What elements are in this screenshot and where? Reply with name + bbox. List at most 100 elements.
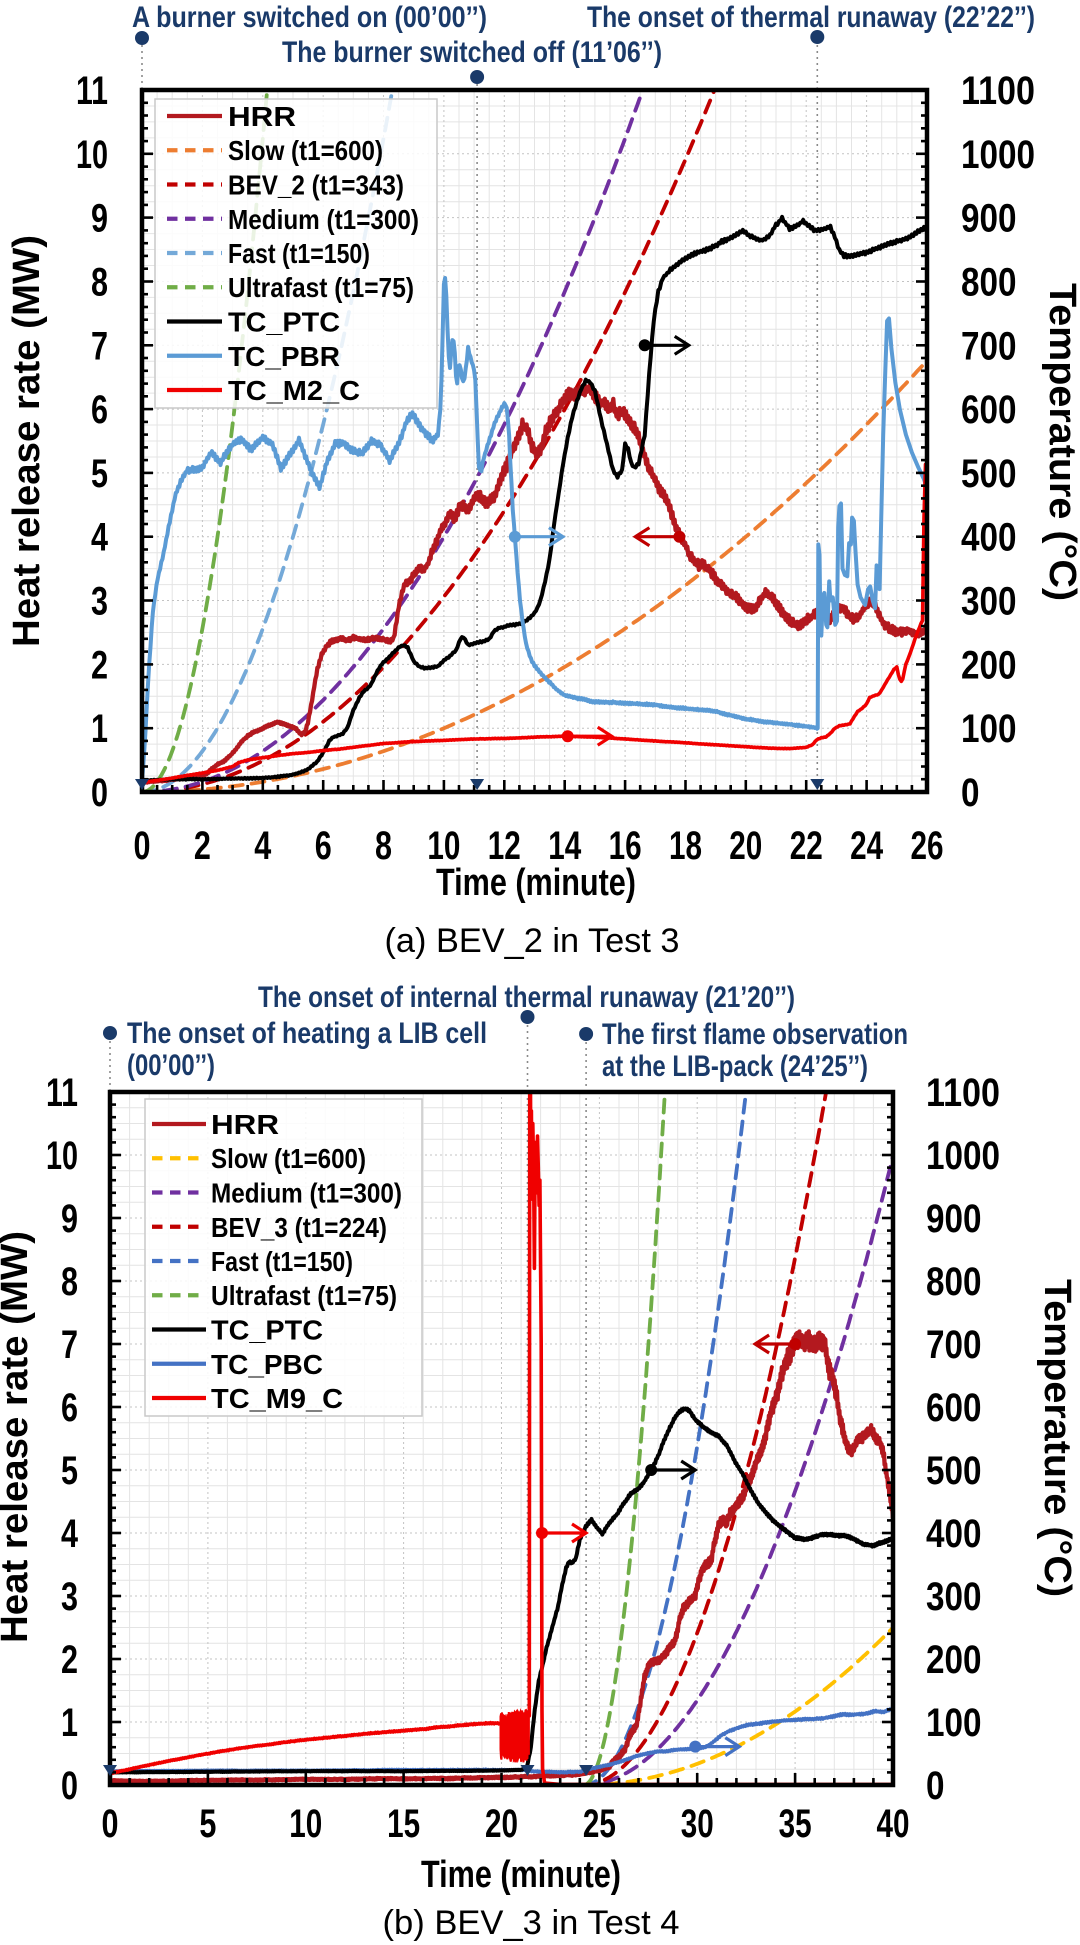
svg-text:at the LIB-pack (24’25’’): at the LIB-pack (24’25’’) xyxy=(602,1050,868,1083)
svg-text:0: 0 xyxy=(61,1764,78,1808)
svg-text:TC_M9_C: TC_M9_C xyxy=(211,1383,343,1414)
svg-text:800: 800 xyxy=(961,261,1017,305)
svg-text:100: 100 xyxy=(926,1701,982,1745)
svg-text:1000: 1000 xyxy=(961,133,1035,177)
svg-text:(00’00’’): (00’00’’) xyxy=(127,1049,215,1082)
svg-text:16: 16 xyxy=(609,824,642,868)
svg-text:Temperature (°C): Temperature (°C) xyxy=(1036,1279,1078,1597)
svg-text:11: 11 xyxy=(46,1071,78,1115)
svg-text:Time (minute): Time (minute) xyxy=(436,862,636,904)
svg-text:TC_PTC: TC_PTC xyxy=(211,1315,323,1346)
svg-text:500: 500 xyxy=(926,1449,982,1493)
svg-text:Slow (t1=600): Slow (t1=600) xyxy=(211,1143,366,1174)
svg-text:900: 900 xyxy=(926,1197,982,1241)
svg-text:7: 7 xyxy=(91,324,108,368)
svg-text:Fast (t1=150): Fast (t1=150) xyxy=(228,238,370,269)
svg-text:2: 2 xyxy=(91,643,108,687)
svg-text:4: 4 xyxy=(61,1512,79,1556)
svg-text:A burner switched on (00’00’’): A burner switched on (00’00’’) xyxy=(132,1,487,34)
svg-text:9: 9 xyxy=(91,197,108,241)
svg-text:HRR: HRR xyxy=(211,1109,279,1140)
svg-text:(b) BEV_3 in Test 4: (b) BEV_3 in Test 4 xyxy=(383,1904,680,1942)
svg-text:2: 2 xyxy=(194,824,211,868)
svg-text:30: 30 xyxy=(681,1802,714,1846)
svg-text:5: 5 xyxy=(199,1802,216,1846)
svg-text:5: 5 xyxy=(61,1449,78,1493)
svg-text:TC_PBC: TC_PBC xyxy=(211,1349,323,1380)
svg-text:8: 8 xyxy=(91,261,108,305)
svg-text:40: 40 xyxy=(877,1802,910,1846)
svg-text:14: 14 xyxy=(548,824,582,868)
svg-text:1100: 1100 xyxy=(926,1071,1000,1115)
svg-text:300: 300 xyxy=(961,580,1017,624)
svg-text:200: 200 xyxy=(961,643,1017,687)
svg-text:100: 100 xyxy=(961,707,1017,751)
svg-text:400: 400 xyxy=(961,516,1017,560)
svg-text:4: 4 xyxy=(91,516,109,560)
svg-text:TC_PBR: TC_PBR xyxy=(228,341,340,372)
svg-text:The onset of heating a LIB cel: The onset of heating a LIB cell xyxy=(127,1017,487,1050)
svg-text:The first flame observation: The first flame observation xyxy=(602,1018,908,1051)
svg-text:HRR: HRR xyxy=(228,101,296,132)
svg-text:200: 200 xyxy=(926,1638,982,1682)
svg-text:The onset of internal thermal: The onset of internal thermal runaway (2… xyxy=(258,981,795,1014)
svg-text:15: 15 xyxy=(387,1802,420,1846)
svg-text:25: 25 xyxy=(583,1802,616,1846)
svg-text:Medium (t1=300): Medium (t1=300) xyxy=(211,1178,402,1209)
svg-text:500: 500 xyxy=(961,452,1017,496)
svg-text:0: 0 xyxy=(91,771,108,815)
svg-text:10: 10 xyxy=(46,1134,78,1178)
svg-text:1: 1 xyxy=(61,1701,78,1745)
svg-text:1: 1 xyxy=(91,707,108,751)
svg-text:3: 3 xyxy=(61,1575,78,1619)
svg-text:Fast (t1=150): Fast (t1=150) xyxy=(211,1246,353,1277)
svg-text:3: 3 xyxy=(91,580,108,624)
svg-text:10: 10 xyxy=(427,824,460,868)
svg-text:Slow (t1=600): Slow (t1=600) xyxy=(228,135,383,166)
svg-text:0: 0 xyxy=(134,824,151,868)
svg-text:8: 8 xyxy=(375,824,392,868)
svg-text:18: 18 xyxy=(669,824,702,868)
svg-text:900: 900 xyxy=(961,197,1017,241)
svg-text:11: 11 xyxy=(76,69,108,113)
svg-text:600: 600 xyxy=(961,388,1017,432)
svg-text:TC_M2_C: TC_M2_C xyxy=(228,375,360,406)
svg-text:20: 20 xyxy=(485,1802,518,1846)
svg-text:Ultrafast (t1=75): Ultrafast (t1=75) xyxy=(211,1280,397,1311)
svg-text:800: 800 xyxy=(926,1260,982,1304)
svg-text:TC_PTC: TC_PTC xyxy=(228,307,340,338)
svg-text:5: 5 xyxy=(91,452,108,496)
svg-text:Heat release rate (MW): Heat release rate (MW) xyxy=(0,1231,36,1643)
svg-text:1100: 1100 xyxy=(961,69,1035,113)
svg-text:BEV_2 (t1=343): BEV_2 (t1=343) xyxy=(228,170,404,201)
svg-text:The burner switched off (11’06: The burner switched off (11’06’’) xyxy=(282,36,662,69)
svg-text:0: 0 xyxy=(961,771,980,815)
svg-text:2: 2 xyxy=(61,1638,78,1682)
svg-text:10: 10 xyxy=(289,1802,322,1846)
svg-text:22: 22 xyxy=(790,824,823,868)
svg-text:Temperature (°C): Temperature (°C) xyxy=(1041,283,1080,601)
svg-text:9: 9 xyxy=(61,1197,78,1241)
svg-text:The onset of thermal runaway (: The onset of thermal runaway (22’22’’) xyxy=(587,1,1035,34)
svg-text:300: 300 xyxy=(926,1575,982,1619)
svg-text:8: 8 xyxy=(61,1260,78,1304)
svg-text:7: 7 xyxy=(61,1323,78,1367)
svg-text:700: 700 xyxy=(961,324,1017,368)
svg-text:10: 10 xyxy=(76,133,108,177)
svg-text:0: 0 xyxy=(102,1802,119,1846)
svg-text:Heat release rate (MW): Heat release rate (MW) xyxy=(6,235,48,647)
svg-text:20: 20 xyxy=(729,824,762,868)
svg-text:6: 6 xyxy=(315,824,332,868)
svg-text:BEV_3 (t1=224): BEV_3 (t1=224) xyxy=(211,1212,387,1243)
svg-text:(a) BEV_2 in Test 3: (a) BEV_2 in Test 3 xyxy=(385,922,680,960)
svg-text:6: 6 xyxy=(91,388,108,432)
svg-text:0: 0 xyxy=(926,1764,945,1808)
svg-text:700: 700 xyxy=(926,1323,982,1367)
svg-text:4: 4 xyxy=(254,824,272,868)
svg-text:Medium (t1=300): Medium (t1=300) xyxy=(228,204,419,235)
svg-text:Ultrafast (t1=75): Ultrafast (t1=75) xyxy=(228,272,414,303)
svg-text:35: 35 xyxy=(779,1802,812,1846)
svg-text:12: 12 xyxy=(488,824,521,868)
svg-text:26: 26 xyxy=(911,824,944,868)
svg-text:600: 600 xyxy=(926,1386,982,1430)
